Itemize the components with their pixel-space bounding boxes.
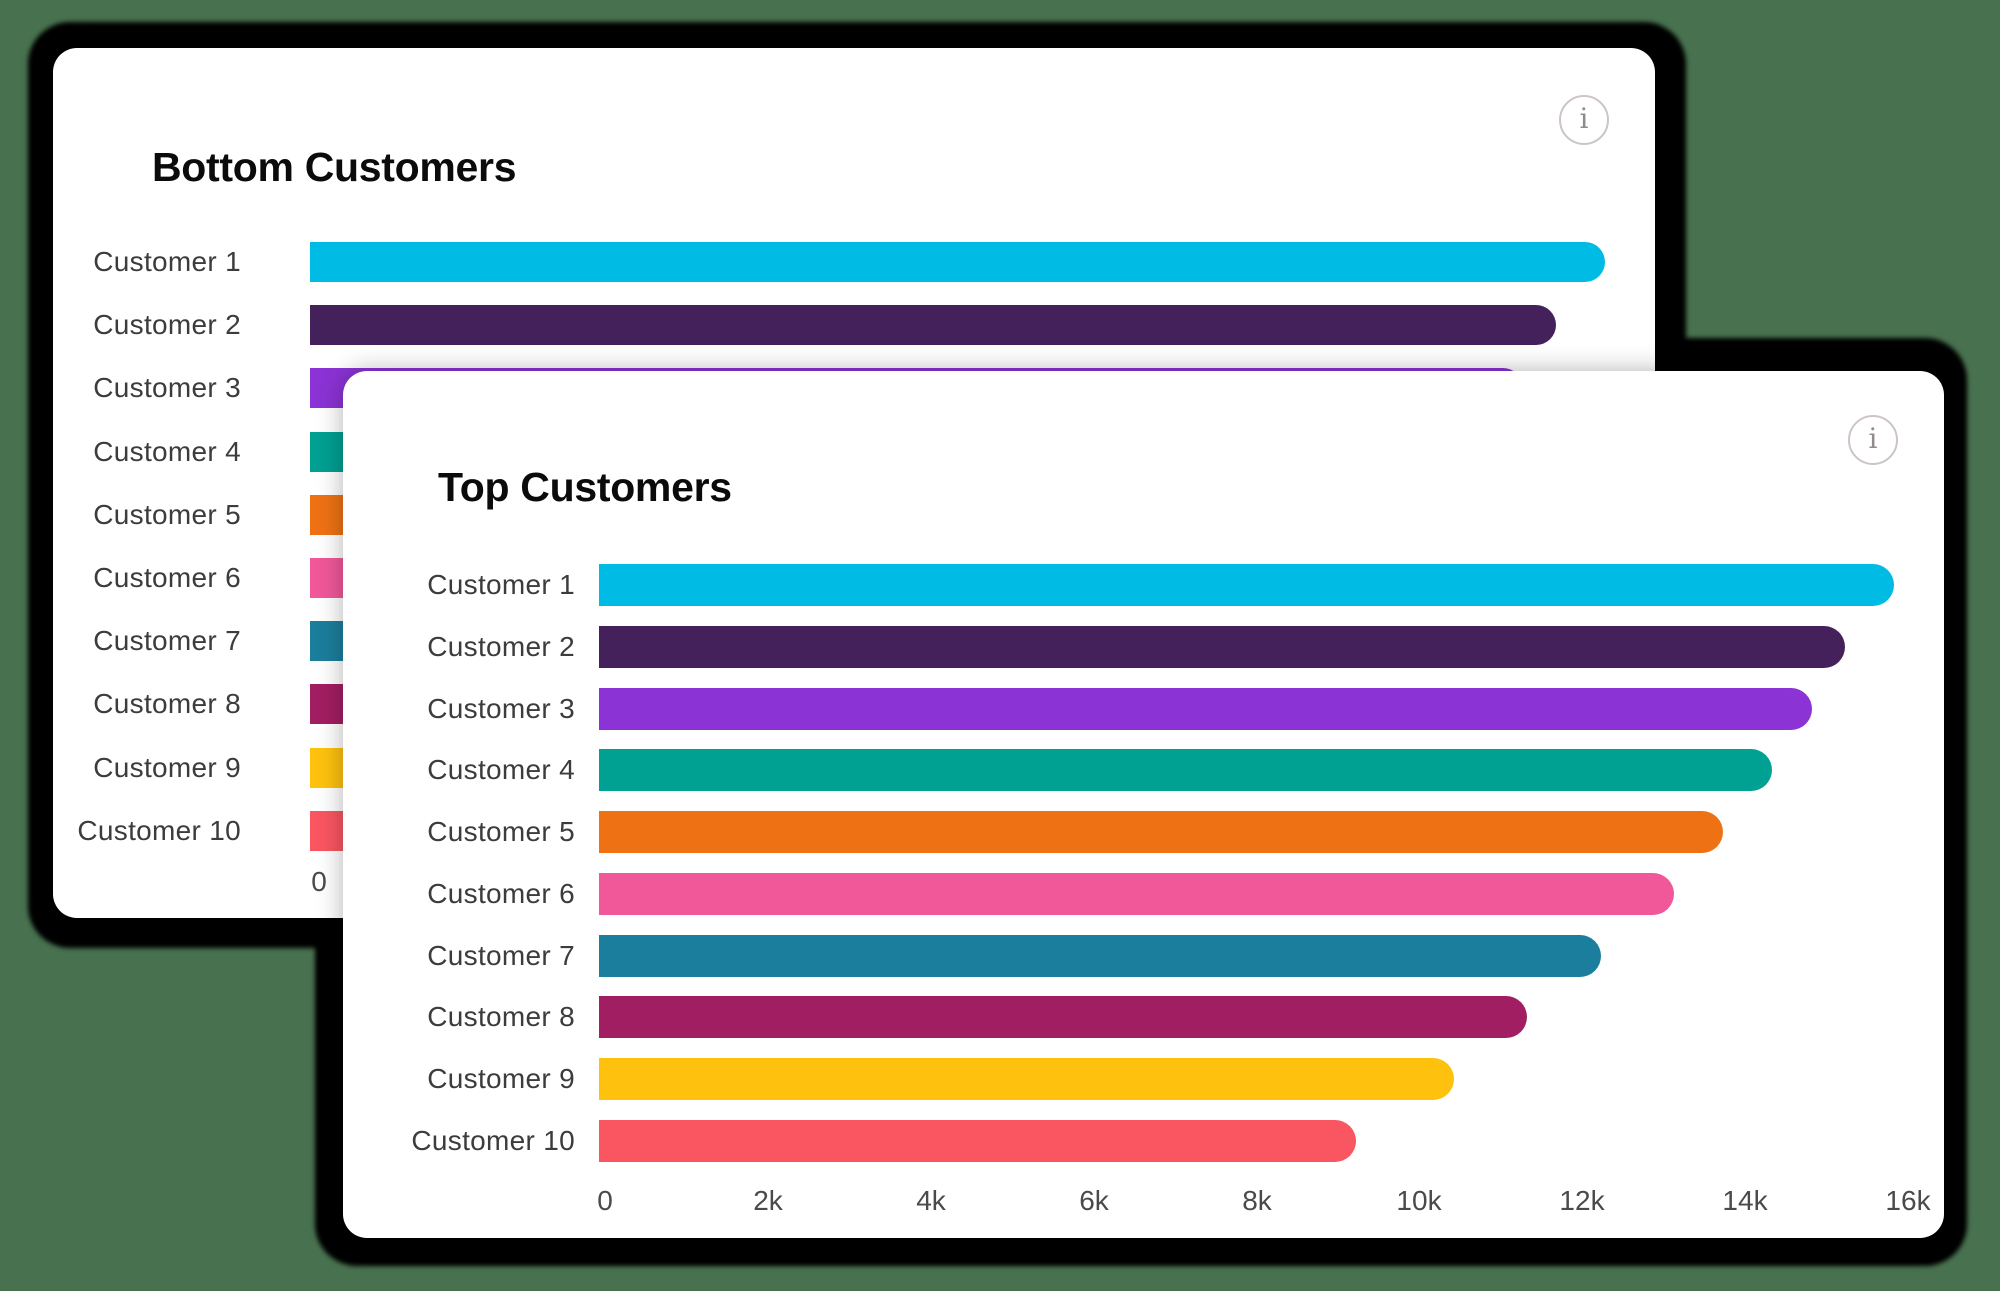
row-label: Customer 7 xyxy=(427,940,575,971)
bar-customer-1[interactable] xyxy=(310,242,1605,282)
x-axis-tick: 4k xyxy=(916,1185,946,1216)
bar-customer-5[interactable] xyxy=(599,811,1723,853)
row-label: Customer 5 xyxy=(93,499,241,530)
x-axis-tick: 0 xyxy=(311,866,327,897)
info-icon[interactable]: i xyxy=(1848,415,1898,465)
x-axis-tick: 0 xyxy=(597,1185,613,1216)
row-label: Customer 7 xyxy=(93,625,241,656)
row-label: Customer 9 xyxy=(427,1063,575,1094)
row-label: Customer 8 xyxy=(93,688,241,719)
bar-customer-6[interactable] xyxy=(599,873,1674,915)
row-label: Customer 6 xyxy=(93,562,241,593)
x-axis-tick: 14k xyxy=(1722,1185,1768,1216)
info-icon-glyph: i xyxy=(1579,102,1589,135)
row-label: Customer 3 xyxy=(93,372,241,403)
card-title: Top Customers xyxy=(438,464,732,510)
bar-customer-8[interactable] xyxy=(599,996,1527,1038)
info-icon[interactable]: i xyxy=(1559,95,1609,145)
card-title: Bottom Customers xyxy=(152,144,517,190)
row-label: Customer 1 xyxy=(427,569,575,600)
bar-customer-10[interactable] xyxy=(599,1120,1356,1162)
bar-customer-9[interactable] xyxy=(599,1058,1454,1100)
bar-customer-2[interactable] xyxy=(310,305,1556,345)
bar-customer-4[interactable] xyxy=(599,749,1772,791)
x-axis-tick: 12k xyxy=(1559,1185,1605,1216)
top-customers-card: Top Customers i Customer 1 Customer 2 Cust… xyxy=(343,371,1944,1238)
row-label: Customer 2 xyxy=(93,309,241,340)
bar-customer-7[interactable] xyxy=(599,935,1601,977)
row-label: Customer 8 xyxy=(427,1001,575,1032)
bar-customer-2[interactable] xyxy=(599,626,1845,668)
bar-customer-1[interactable] xyxy=(599,564,1894,606)
row-label: Customer 10 xyxy=(77,815,241,846)
row-label: Customer 4 xyxy=(93,436,241,467)
info-icon-glyph: i xyxy=(1868,422,1878,455)
row-label: Customer 10 xyxy=(411,1125,575,1156)
x-axis-tick: 2k xyxy=(753,1185,783,1216)
row-label: Customer 9 xyxy=(93,752,241,783)
row-label: Customer 4 xyxy=(427,754,575,785)
x-axis-tick: 16k xyxy=(1885,1185,1931,1216)
x-axis-tick: 8k xyxy=(1242,1185,1272,1216)
row-label: Customer 5 xyxy=(427,816,575,847)
bar-customer-3[interactable] xyxy=(599,688,1812,730)
row-label: Customer 6 xyxy=(427,878,575,909)
row-label: Customer 2 xyxy=(427,631,575,662)
x-axis-tick: 6k xyxy=(1079,1185,1109,1216)
x-axis-tick: 10k xyxy=(1396,1185,1442,1216)
row-label: Customer 1 xyxy=(93,246,241,277)
row-label: Customer 3 xyxy=(427,693,575,724)
